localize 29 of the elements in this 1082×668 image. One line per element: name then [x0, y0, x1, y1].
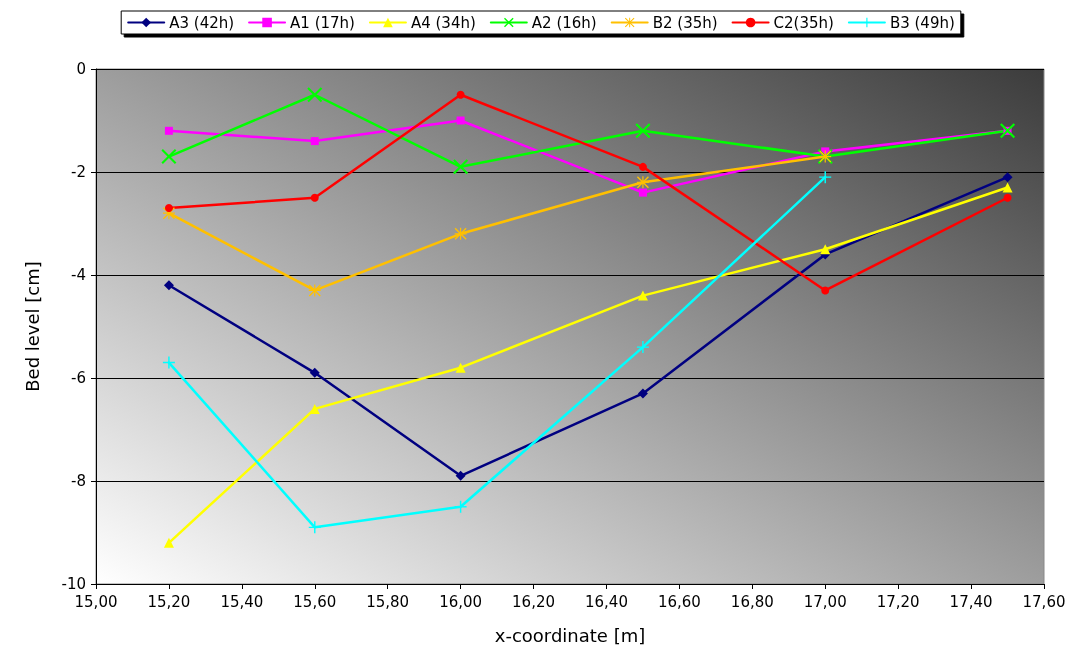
x-tick-label: 17,40 [949, 592, 993, 611]
x-tick-label: 17,60 [1022, 592, 1066, 611]
x-axis-title: x-coordinate [m] [494, 624, 646, 646]
x-tick-label: 15,80 [366, 592, 410, 611]
y-tick-label: -4 [71, 266, 86, 284]
y-tick-label: 0 [76, 60, 86, 78]
x-tick-label: 15,20 [147, 592, 191, 611]
y-tick-label: -10 [61, 575, 86, 593]
x-tick-label: 15,00 [74, 592, 118, 611]
y-tick-label: -8 [71, 472, 86, 490]
legend-label: A1 (17h) [290, 13, 355, 32]
x-tick-label: 16,40 [584, 592, 628, 611]
x-tick-label: 15,40 [220, 592, 264, 611]
x-tick-label: 16,20 [512, 592, 556, 611]
legend-label: A2 (16h) [531, 13, 597, 32]
legend-label: C2(35h) [773, 13, 834, 32]
x-tick-label: 17,20 [876, 592, 920, 611]
x-tick-label: 17,00 [803, 592, 847, 611]
legend-label: B3 (49h) [889, 13, 955, 32]
x-tick-label: 15,60 [293, 592, 337, 611]
y-tick-label: -2 [71, 163, 86, 181]
y-axis-title: Bed level [cm] [21, 261, 43, 392]
legend-label: A4 (34h) [410, 13, 476, 32]
x-tick-label: 16,00 [439, 592, 483, 611]
x-tick-label: 16,80 [730, 592, 774, 611]
legend-label: A3 (42h) [169, 13, 235, 32]
legend-label: B2 (35h) [652, 13, 718, 32]
x-tick-label: 16,60 [657, 592, 701, 611]
y-tick-label: -6 [71, 369, 86, 387]
